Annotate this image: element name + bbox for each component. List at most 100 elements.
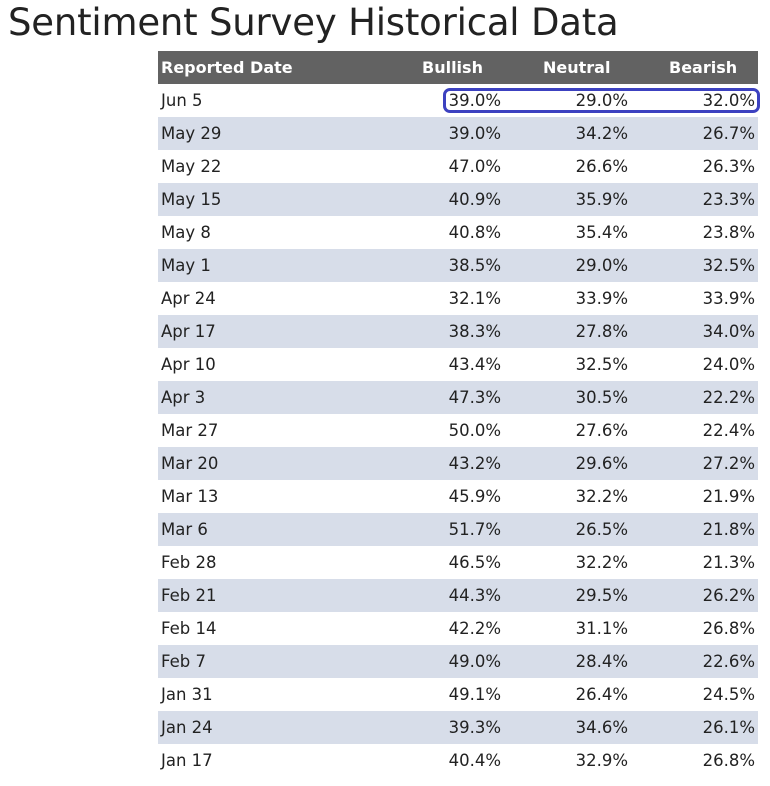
cell-reported-date: Mar 27 [158, 414, 298, 447]
cell-reported-date: Jan 31 [158, 678, 298, 711]
cell-reported-date: May 29 [158, 117, 298, 150]
cell-bearish: 24.5% [631, 678, 758, 711]
cell-bearish: 26.1% [631, 711, 758, 744]
cell-reported-date: Jan 17 [158, 744, 298, 777]
table-row: Apr 17 38.3% 27.8% 34.0% [158, 315, 758, 348]
table-row: Jun 5 39.0% 29.0% 32.0% [158, 84, 758, 117]
cell-neutral: 27.8% [504, 315, 631, 348]
cell-reported-date: Mar 6 [158, 513, 298, 546]
cell-reported-date: May 22 [158, 150, 298, 183]
cell-bullish: 38.3% [298, 315, 504, 348]
cell-neutral: 32.2% [504, 480, 631, 513]
table-row: Jan 17 40.4% 32.9% 26.8% [158, 744, 758, 777]
table-row: Apr 3 47.3% 30.5% 22.2% [158, 381, 758, 414]
cell-neutral: 35.9% [504, 183, 631, 216]
cell-neutral: 27.6% [504, 414, 631, 447]
cell-bullish: 32.1% [298, 282, 504, 315]
cell-bullish: 40.4% [298, 744, 504, 777]
cell-reported-date: Apr 3 [158, 381, 298, 414]
cell-bullish: 46.5% [298, 546, 504, 579]
cell-bullish: 40.8% [298, 216, 504, 249]
cell-neutral: 30.5% [504, 381, 631, 414]
cell-reported-date: Feb 7 [158, 645, 298, 678]
cell-neutral: 32.2% [504, 546, 631, 579]
cell-bearish: 32.5% [631, 249, 758, 282]
cell-reported-date: Jun 5 [158, 84, 298, 117]
cell-bullish: 40.9% [298, 183, 504, 216]
cell-reported-date: Apr 10 [158, 348, 298, 381]
cell-bearish: 34.0% [631, 315, 758, 348]
header-bearish: Bearish [631, 51, 758, 84]
page-title: Sentiment Survey Historical Data [8, 1, 619, 44]
cell-reported-date: Mar 20 [158, 447, 298, 480]
cell-bearish: 22.6% [631, 645, 758, 678]
table-row: Mar 13 45.9% 32.2% 21.9% [158, 480, 758, 513]
cell-neutral: 34.6% [504, 711, 631, 744]
cell-bearish: 26.8% [631, 612, 758, 645]
cell-reported-date: Jan 24 [158, 711, 298, 744]
cell-bullish: 47.0% [298, 150, 504, 183]
cell-bearish: 26.3% [631, 150, 758, 183]
cell-neutral: 28.4% [504, 645, 631, 678]
cell-bullish: 44.3% [298, 579, 504, 612]
table-row: Jan 24 39.3% 34.6% 26.1% [158, 711, 758, 744]
table-row: Apr 24 32.1% 33.9% 33.9% [158, 282, 758, 315]
table-row: May 22 47.0% 26.6% 26.3% [158, 150, 758, 183]
cell-reported-date: May 15 [158, 183, 298, 216]
cell-reported-date: May 8 [158, 216, 298, 249]
cell-reported-date: May 1 [158, 249, 298, 282]
table-row: Mar 27 50.0% 27.6% 22.4% [158, 414, 758, 447]
cell-reported-date: Feb 28 [158, 546, 298, 579]
cell-neutral: 35.4% [504, 216, 631, 249]
table-body: Jun 5 39.0% 29.0% 32.0% May 29 39.0% 34.2% 26.7… [158, 84, 758, 777]
cell-bearish: 21.3% [631, 546, 758, 579]
cell-reported-date: Mar 13 [158, 480, 298, 513]
cell-bearish: 26.7% [631, 117, 758, 150]
cell-bearish: 23.3% [631, 183, 758, 216]
cell-bullish: 49.1% [298, 678, 504, 711]
table-row: Feb 28 46.5% 32.2% 21.3% [158, 546, 758, 579]
cell-bearish: 24.0% [631, 348, 758, 381]
cell-bullish: 51.7% [298, 513, 504, 546]
cell-reported-date: Apr 24 [158, 282, 298, 315]
table-row: Feb 21 44.3% 29.5% 26.2% [158, 579, 758, 612]
cell-bearish: 33.9% [631, 282, 758, 315]
cell-neutral: 34.2% [504, 117, 631, 150]
cell-bullish: 43.2% [298, 447, 504, 480]
cell-neutral: 33.9% [504, 282, 631, 315]
table-row: Feb 7 49.0% 28.4% 22.6% [158, 645, 758, 678]
cell-bullish: 50.0% [298, 414, 504, 447]
cell-bearish: 23.8% [631, 216, 758, 249]
cell-neutral: 26.4% [504, 678, 631, 711]
table-row: Mar 20 43.2% 29.6% 27.2% [158, 447, 758, 480]
cell-bearish: 26.2% [631, 579, 758, 612]
cell-neutral: 29.6% [504, 447, 631, 480]
sentiment-table: Reported Date Bullish Neutral Bearish Ju… [158, 51, 758, 777]
table-row: May 15 40.9% 35.9% 23.3% [158, 183, 758, 216]
cell-reported-date: Apr 17 [158, 315, 298, 348]
header-neutral: Neutral [504, 51, 631, 84]
cell-bullish: 47.3% [298, 381, 504, 414]
cell-neutral: 32.9% [504, 744, 631, 777]
table-row: Mar 6 51.7% 26.5% 21.8% [158, 513, 758, 546]
cell-bullish: 43.4% [298, 348, 504, 381]
cell-neutral: 29.0% [504, 249, 631, 282]
cell-neutral: 29.5% [504, 579, 631, 612]
table-row: May 29 39.0% 34.2% 26.7% [158, 117, 758, 150]
cell-bullish: 38.5% [298, 249, 504, 282]
header-reported-date: Reported Date [158, 51, 298, 84]
cell-neutral: 31.1% [504, 612, 631, 645]
cell-neutral: 29.0% [504, 84, 631, 117]
cell-bearish: 27.2% [631, 447, 758, 480]
cell-neutral: 32.5% [504, 348, 631, 381]
cell-reported-date: Feb 21 [158, 579, 298, 612]
cell-bullish: 39.0% [298, 117, 504, 150]
cell-bullish: 42.2% [298, 612, 504, 645]
table-row: Apr 10 43.4% 32.5% 24.0% [158, 348, 758, 381]
table-row: May 1 38.5% 29.0% 32.5% [158, 249, 758, 282]
header-bullish: Bullish [298, 51, 504, 84]
cell-bearish: 22.4% [631, 414, 758, 447]
cell-bullish: 45.9% [298, 480, 504, 513]
cell-bearish: 21.8% [631, 513, 758, 546]
cell-neutral: 26.6% [504, 150, 631, 183]
